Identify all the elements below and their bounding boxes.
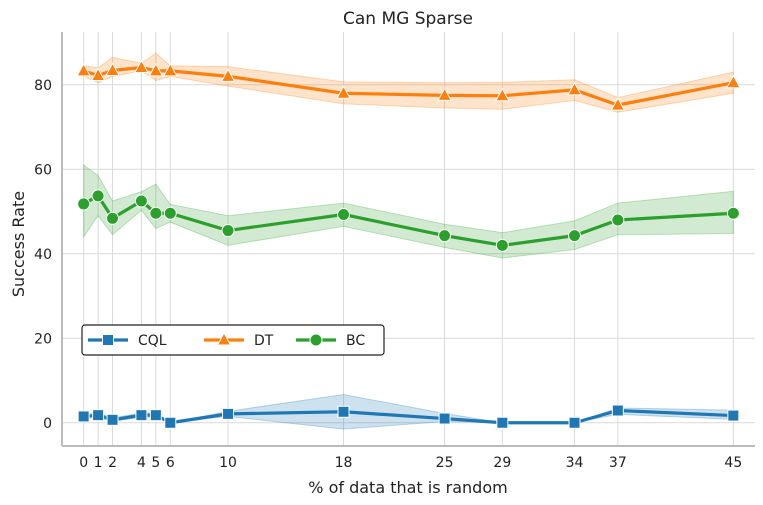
dt-point-25 (437, 87, 452, 101)
cql-point-29 (496, 416, 509, 429)
x-axis-label: % of data that is random (308, 478, 507, 497)
axes (61, 32, 755, 447)
dt-point-4 (134, 59, 149, 73)
x-tick-label: 18 (335, 455, 353, 471)
dt-point-37 (610, 97, 626, 111)
y-tick-label: 80 (34, 78, 52, 94)
dt-point-2 (105, 62, 120, 76)
x-tick-label: 45 (724, 455, 742, 471)
dt-point-29 (495, 87, 510, 102)
bc-point-1 (91, 189, 105, 203)
bc-point-0 (77, 197, 91, 211)
y-tick-label: 0 (43, 416, 52, 432)
cql-point-4 (135, 409, 148, 422)
series-lines (82, 65, 734, 425)
bc-point-34 (568, 229, 582, 243)
cql-point-2 (106, 413, 119, 426)
bc-point-2 (106, 211, 120, 225)
bc-point-37 (611, 213, 625, 227)
x-tick-label: 2 (108, 455, 117, 471)
bc-point-29 (495, 238, 509, 252)
x-tick-label: 37 (609, 455, 627, 471)
bc-point-10 (221, 224, 235, 238)
cql-point-37 (611, 404, 624, 417)
x-tick-label: 10 (219, 455, 237, 471)
bc-point-25 (438, 229, 452, 243)
legend-cql-marker (102, 334, 114, 346)
dt-confidence-band (83, 52, 734, 113)
dt-point-10 (220, 68, 236, 82)
cql-point-45 (727, 409, 740, 422)
cql-point-5 (149, 409, 162, 422)
y-axis-label: Success Rate (9, 191, 28, 297)
cql-point-34 (568, 416, 581, 429)
y-tick-label: 20 (34, 331, 52, 347)
confidence-bands (83, 52, 734, 430)
x-tick-label: 0 (79, 455, 88, 471)
cql-point-0 (77, 410, 90, 423)
x-tick-label: 5 (151, 455, 160, 471)
legend-bc-label: BC (346, 333, 365, 349)
x-tick-label: 29 (493, 455, 511, 471)
cql-point-6 (164, 416, 177, 429)
dt-point-1 (90, 67, 106, 82)
legend-dt-label: DT (254, 333, 274, 349)
legend: CQL DT BC (81, 324, 385, 356)
cql-point-25 (438, 412, 451, 425)
legend-dt-marker (216, 331, 232, 346)
bc-point-5 (149, 206, 163, 220)
legend-cql-label: CQL (138, 333, 167, 349)
bc-point-45 (726, 206, 740, 220)
cql-point-10 (222, 407, 235, 420)
dt-point-5 (148, 62, 164, 77)
dt-point-45 (726, 74, 741, 89)
y-tick-label: 60 (34, 162, 52, 178)
bc-point-4 (134, 194, 148, 208)
cql-point-18 (337, 405, 350, 418)
x-tick-label: 6 (166, 455, 175, 471)
x-tick-label: 1 (94, 455, 103, 471)
x-tick-label: 4 (137, 455, 146, 471)
x-tick-label: 34 (566, 455, 584, 471)
legend-bc-marker (309, 333, 323, 347)
series-markers (76, 59, 741, 429)
y-tick-label: 40 (34, 247, 52, 263)
dt-point-0 (76, 62, 91, 77)
dt-point-34 (567, 81, 582, 96)
x-tick-label: 25 (436, 455, 454, 471)
bc-point-6 (163, 206, 177, 220)
bc-point-18 (337, 207, 351, 221)
dt-point-6 (162, 62, 178, 77)
chart-title: Can MG Sparse (343, 9, 473, 29)
bc-confidence-band (83, 164, 734, 259)
dt-point-18 (336, 85, 351, 99)
cql-point-1 (92, 409, 105, 422)
